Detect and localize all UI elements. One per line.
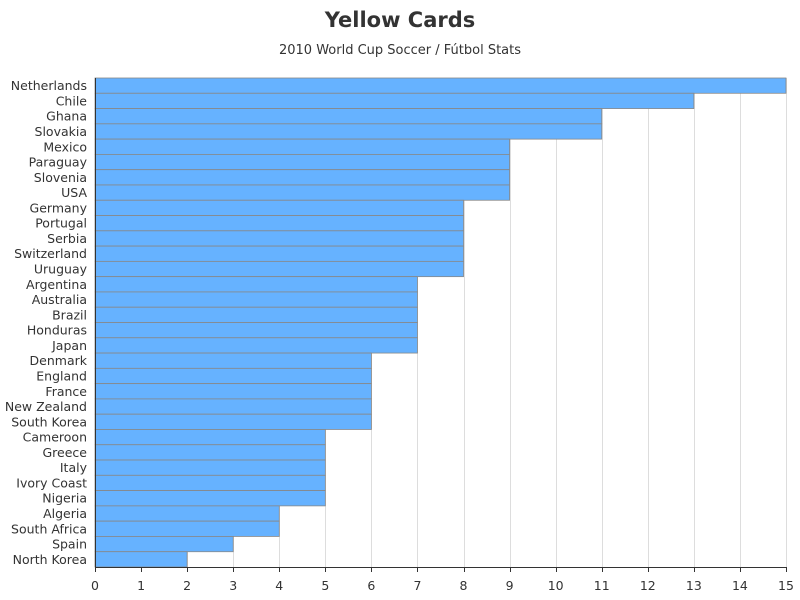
bar [94,367,372,385]
axes [95,78,787,572]
category-label: Mexico [43,139,87,154]
bar [94,108,603,125]
category-label: South Korea [11,414,87,429]
category-label: Argentina [26,277,87,292]
bar [94,352,372,369]
category-label: Serbia [47,231,87,246]
bar [94,551,188,568]
category-label: Brazil [52,307,87,322]
bar [94,77,787,94]
chart-subtitle: 2010 World Cup Soccer / Fútbol Stats [278,43,522,58]
x-tick-label: 4 [275,578,283,593]
x-tick-label: 3 [229,578,237,593]
category-label: Uruguay [34,262,88,277]
bar [94,413,372,430]
bar [94,337,418,354]
category-label: Slovenia [34,170,87,185]
category-label: Germany [30,200,88,215]
bar [94,92,695,109]
bar [94,429,326,446]
x-tick-label: 9 [506,578,514,593]
x-tick-label: 5 [321,578,329,593]
category-label: Greece [43,445,88,460]
category-label: South Africa [11,521,87,536]
category-label: France [45,384,87,399]
bar [94,474,326,491]
bar [94,291,418,308]
bar [94,490,326,507]
chart-title: Yellow Cards [324,8,476,32]
category-label: Paraguay [29,155,88,170]
x-tick-label: 6 [367,578,375,593]
bar [94,215,464,232]
x-tick-label: 2 [183,578,191,593]
bar [94,444,326,461]
bar [94,520,280,537]
bar [94,138,511,155]
x-tick-label: 1 [137,578,145,593]
category-label: Chile [56,93,88,108]
bar [94,245,464,262]
category-label: Australia [32,292,87,307]
bar [94,536,234,553]
category-label: Denmark [30,353,88,368]
category-label: Italy [60,460,88,475]
x-tick-label: 14 [732,578,748,593]
bar [94,383,372,400]
category-label: Cameroon [23,430,87,445]
category-label: Japan [51,338,87,353]
x-tick-labels: 0 1 2 3 4 5 6 7 8 9 10 11 12 13 14 15 [91,578,794,593]
bar [94,505,280,522]
bar [94,322,418,339]
bar [94,169,511,186]
bar [94,306,418,323]
category-labels: NetherlandsChileGhanaSlovakiaMexicoParag… [5,78,88,567]
category-label: Netherlands [11,78,87,93]
category-label: England [36,368,87,383]
bars [94,77,787,568]
bar [94,459,326,476]
category-label: Ivory Coast [16,475,87,490]
bar [94,260,464,278]
x-tick-label: 0 [91,578,99,593]
bar [94,154,511,171]
category-label: Honduras [27,323,87,338]
category-label: Ghana [46,109,87,124]
category-label: Slovakia [35,124,87,139]
category-label: Portugal [35,216,87,231]
bar [94,184,511,201]
category-label: Spain [52,537,87,552]
category-label: USA [61,185,87,200]
x-tick-label: 7 [413,578,421,593]
bar [94,230,464,247]
x-tick-label: 12 [640,578,656,593]
category-label: North Korea [13,552,87,567]
category-label: New Zealand [5,399,87,414]
bar [94,398,372,415]
x-tick-label: 11 [594,578,610,593]
bar [94,276,418,293]
category-label: Switzerland [14,246,87,261]
category-label: Algeria [43,506,87,521]
category-label: Nigeria [42,491,87,506]
x-tick-label: 10 [548,578,564,593]
x-tick-label: 13 [686,578,702,593]
x-tick-label: 15 [778,578,794,593]
x-tick-label: 8 [460,578,468,593]
bar [94,123,603,140]
bar [94,199,464,216]
